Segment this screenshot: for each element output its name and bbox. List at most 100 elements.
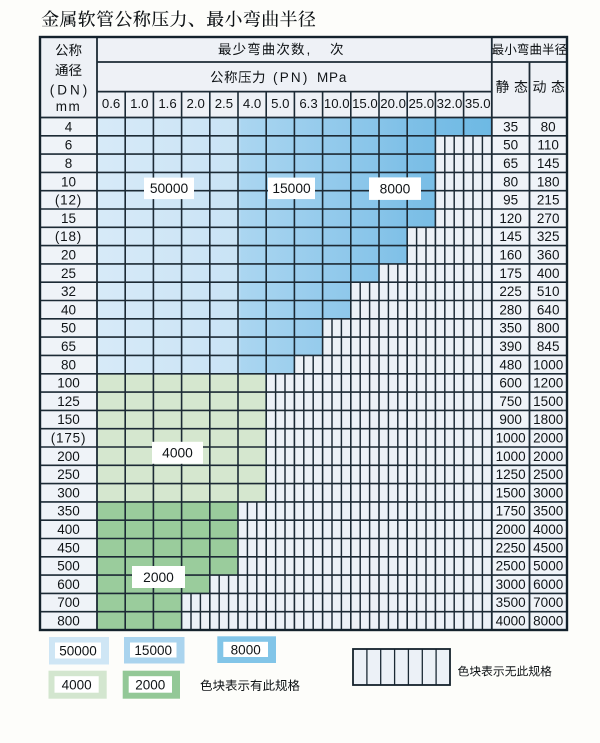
svg-text:5000: 5000 xyxy=(533,559,563,574)
svg-text:6000: 6000 xyxy=(533,577,563,592)
svg-text:8000: 8000 xyxy=(533,614,563,629)
svg-text:100: 100 xyxy=(57,376,80,391)
svg-text:65: 65 xyxy=(503,156,518,171)
svg-text:270: 270 xyxy=(537,211,560,226)
svg-text:7000: 7000 xyxy=(533,595,563,610)
svg-text:65: 65 xyxy=(61,339,76,354)
svg-text:(DN): (DN) xyxy=(50,83,91,98)
svg-text:50: 50 xyxy=(503,138,518,153)
svg-text:1250: 1250 xyxy=(496,467,526,482)
svg-text:6.3: 6.3 xyxy=(299,96,317,111)
svg-text:15: 15 xyxy=(61,211,76,226)
svg-text:640: 640 xyxy=(537,302,560,317)
svg-text:15000: 15000 xyxy=(134,643,172,658)
svg-text:510: 510 xyxy=(537,284,560,299)
svg-text:2000: 2000 xyxy=(496,522,526,537)
svg-text:325: 325 xyxy=(537,229,560,244)
svg-text:35: 35 xyxy=(503,119,518,134)
svg-text:25.0: 25.0 xyxy=(408,96,434,111)
svg-text:2250: 2250 xyxy=(496,540,526,555)
svg-text:500: 500 xyxy=(57,559,80,574)
svg-text:4500: 4500 xyxy=(533,540,563,555)
svg-text:400: 400 xyxy=(57,522,80,537)
svg-text:450: 450 xyxy=(57,540,80,555)
svg-text:2000: 2000 xyxy=(135,678,165,693)
svg-text:15.0: 15.0 xyxy=(352,96,378,111)
svg-text:1000: 1000 xyxy=(533,357,563,372)
svg-text:2500: 2500 xyxy=(496,559,526,574)
svg-text:845: 845 xyxy=(537,339,560,354)
svg-text:120: 120 xyxy=(499,211,522,226)
svg-text:80: 80 xyxy=(541,119,556,134)
svg-text:4: 4 xyxy=(65,119,73,134)
svg-text:3000: 3000 xyxy=(533,485,563,500)
svg-text:350: 350 xyxy=(57,504,80,519)
svg-text:4000: 4000 xyxy=(62,678,92,693)
svg-text:215: 215 xyxy=(537,193,560,208)
svg-text:1500: 1500 xyxy=(533,394,563,409)
svg-text:110: 110 xyxy=(537,138,559,153)
svg-text:2.5: 2.5 xyxy=(215,96,233,111)
svg-text:4.0: 4.0 xyxy=(243,96,261,111)
svg-text:125: 125 xyxy=(57,394,80,409)
svg-text:145: 145 xyxy=(537,156,560,171)
svg-text:700: 700 xyxy=(57,595,80,610)
svg-text:800: 800 xyxy=(537,321,560,336)
svg-text:25: 25 xyxy=(61,266,76,281)
svg-text:2500: 2500 xyxy=(533,467,563,482)
svg-text:4000: 4000 xyxy=(496,614,526,629)
svg-text:160: 160 xyxy=(499,248,522,263)
svg-text:6: 6 xyxy=(65,138,73,153)
svg-text:95: 95 xyxy=(503,193,518,208)
svg-text:1.6: 1.6 xyxy=(158,96,176,111)
svg-text:mm: mm xyxy=(56,99,82,114)
svg-text:250: 250 xyxy=(57,467,80,482)
svg-text:1800: 1800 xyxy=(533,412,563,427)
svg-text:280: 280 xyxy=(499,302,522,317)
svg-text:180: 180 xyxy=(537,174,560,189)
svg-text:175: 175 xyxy=(499,266,522,281)
svg-text:0.6: 0.6 xyxy=(102,96,120,111)
svg-text:(175): (175) xyxy=(51,431,87,446)
svg-text:1.0: 1.0 xyxy=(130,96,148,111)
svg-text:MPa: MPa xyxy=(317,70,347,85)
svg-text:1000: 1000 xyxy=(496,449,526,464)
svg-text:20.0: 20.0 xyxy=(380,96,406,111)
svg-text:600: 600 xyxy=(57,577,80,592)
svg-text:8000: 8000 xyxy=(231,642,261,657)
svg-text:80: 80 xyxy=(503,174,518,189)
svg-text:225: 225 xyxy=(499,284,522,299)
svg-text:2.0: 2.0 xyxy=(187,96,205,111)
svg-text:40: 40 xyxy=(61,302,76,317)
svg-text:1000: 1000 xyxy=(496,431,526,446)
svg-text:360: 360 xyxy=(537,248,560,263)
svg-text:8: 8 xyxy=(65,156,73,171)
svg-text:35.0: 35.0 xyxy=(465,96,491,111)
svg-text:2000: 2000 xyxy=(533,431,563,446)
svg-text:8000: 8000 xyxy=(380,182,411,197)
svg-text:750: 750 xyxy=(499,394,522,409)
svg-text:50000: 50000 xyxy=(150,181,189,196)
svg-text:(PN): (PN) xyxy=(273,70,310,85)
svg-text:5.0: 5.0 xyxy=(271,96,289,111)
svg-text:150: 150 xyxy=(57,412,80,427)
svg-text:400: 400 xyxy=(537,266,560,281)
svg-text:3500: 3500 xyxy=(533,504,563,519)
svg-text:350: 350 xyxy=(499,321,522,336)
svg-text:,: , xyxy=(307,42,311,57)
svg-text:3000: 3000 xyxy=(496,577,526,592)
svg-text:800: 800 xyxy=(57,614,80,629)
svg-text:3500: 3500 xyxy=(496,595,526,610)
svg-text:32.0: 32.0 xyxy=(437,96,463,111)
svg-text:2000: 2000 xyxy=(143,570,174,585)
svg-text:4000: 4000 xyxy=(162,446,193,461)
svg-text:390: 390 xyxy=(499,339,522,354)
svg-text:20: 20 xyxy=(61,248,76,263)
svg-text:80: 80 xyxy=(61,357,76,372)
svg-text:50000: 50000 xyxy=(59,644,97,659)
svg-text:10: 10 xyxy=(61,174,76,189)
svg-text:4000: 4000 xyxy=(533,522,563,537)
svg-text:1200: 1200 xyxy=(533,376,563,391)
svg-text:(12): (12) xyxy=(55,193,82,208)
svg-text:50: 50 xyxy=(61,321,76,336)
